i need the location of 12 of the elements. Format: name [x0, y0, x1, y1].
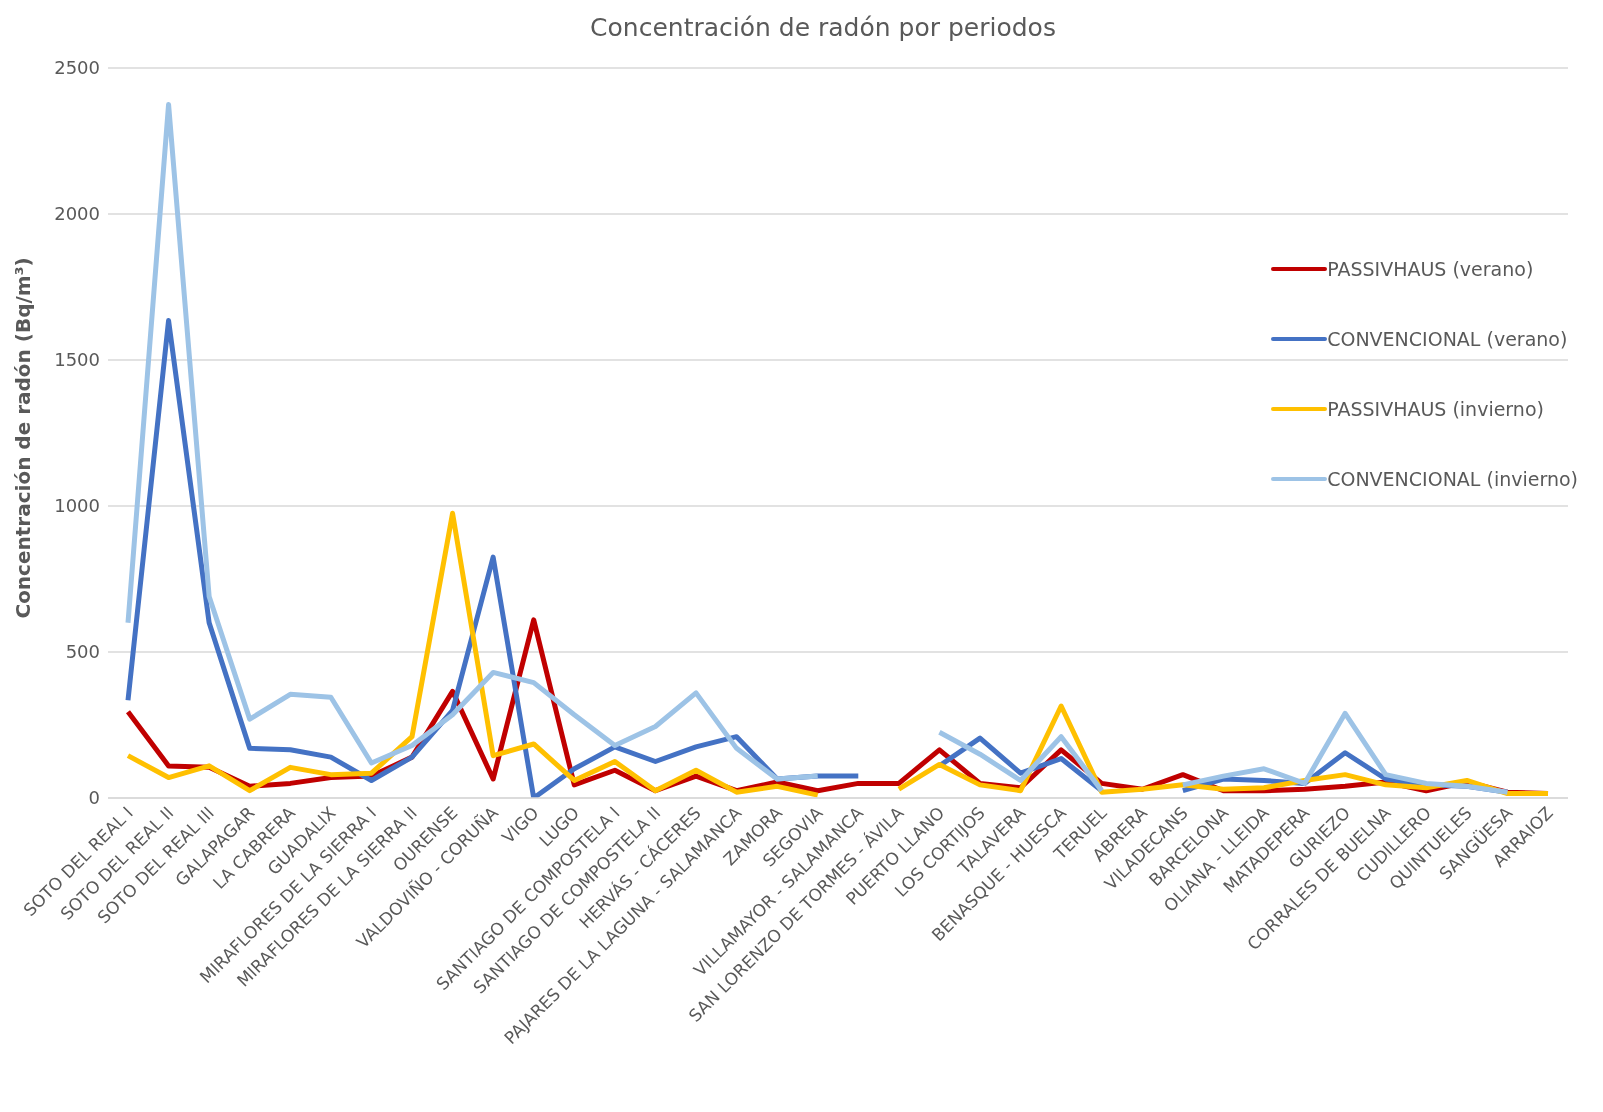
legend-label: CONVENCIONAL (invierno) [1327, 468, 1578, 490]
y-tick-label: 1000 [54, 495, 100, 517]
legend-label: PASSIVHAUS (invierno) [1327, 398, 1544, 420]
y-tick-label: 2000 [54, 203, 100, 225]
y-tick-label: 1500 [54, 349, 100, 371]
y-tick-label: 0 [88, 787, 100, 809]
chart-title: Concentración de radón por periodos [590, 13, 1056, 42]
legend-label: CONVENCIONAL (verano) [1327, 328, 1568, 350]
y-axis-title: Concentración de radón (Bq/m³) [11, 257, 35, 619]
y-tick-label: 500 [65, 641, 100, 663]
y-tick-label: 2500 [54, 57, 100, 79]
legend-label: PASSIVHAUS (verano) [1327, 258, 1534, 280]
